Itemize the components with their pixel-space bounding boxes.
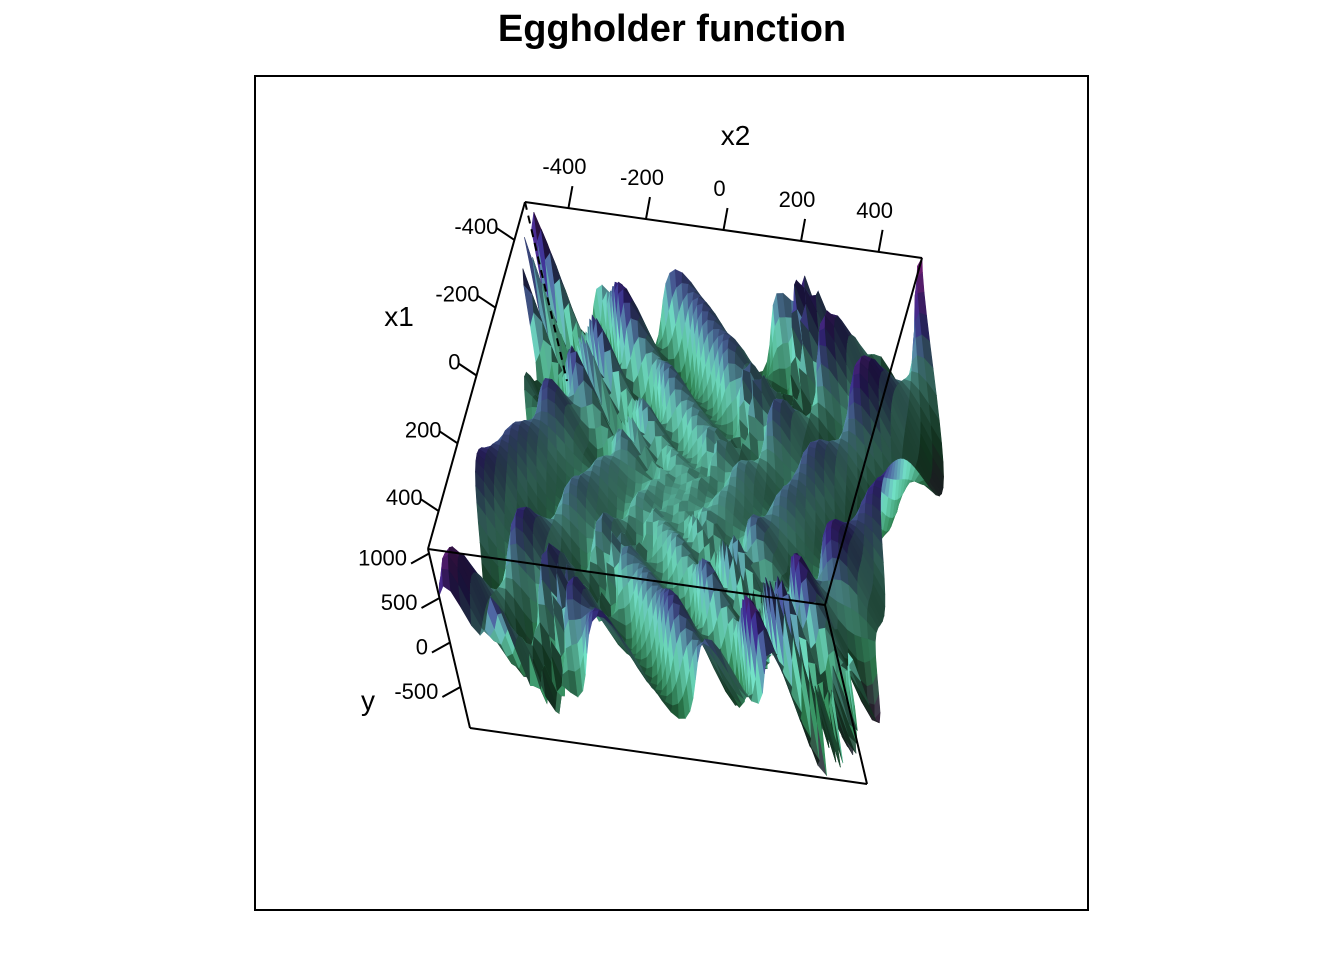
axis-tick bbox=[438, 430, 459, 445]
axis-tick bbox=[722, 207, 729, 231]
x2-axis-label: x2 bbox=[721, 120, 751, 151]
y-tick-label: 500 bbox=[381, 590, 418, 615]
plot-frame bbox=[254, 75, 1089, 911]
axes-layer: -400 -200 0 200 400 x2 -400 -200 0 200 400 x1 -500 0 5… bbox=[358, 120, 893, 716]
surface-facet bbox=[540, 398, 549, 414]
axis-tick bbox=[441, 686, 461, 698]
axis-tick bbox=[800, 218, 807, 242]
surface-mesh bbox=[438, 211, 944, 777]
y-axis-label: y bbox=[361, 685, 375, 716]
x2-tick-label: -200 bbox=[620, 165, 664, 190]
axis-tick bbox=[431, 641, 451, 654]
box-edge bbox=[824, 604, 868, 785]
axis-tick bbox=[476, 294, 497, 309]
axis-tick bbox=[420, 498, 440, 512]
surface-facet bbox=[853, 373, 861, 389]
x2-tick-label: 0 bbox=[713, 176, 725, 201]
axis-tick bbox=[457, 362, 478, 377]
axis-tick bbox=[410, 552, 430, 565]
box-edge bbox=[824, 257, 923, 606]
surface-facet bbox=[646, 521, 654, 537]
y-tick-label: -500 bbox=[394, 679, 438, 704]
x2-tick-label: 200 bbox=[779, 187, 816, 212]
box-edge bbox=[427, 548, 826, 606]
axis-tick bbox=[495, 227, 515, 241]
surface-facet bbox=[917, 291, 927, 317]
x1-tick-label: 400 bbox=[386, 485, 423, 510]
x2-tick-label: -400 bbox=[542, 154, 586, 179]
x1-tick-label: -400 bbox=[454, 214, 498, 239]
x1-tick-label: 0 bbox=[448, 350, 460, 375]
box-edge bbox=[469, 727, 868, 785]
x2-tick-label: 400 bbox=[856, 198, 893, 223]
box-edge-hidden bbox=[524, 201, 568, 382]
surface-facet bbox=[728, 363, 737, 383]
surface-facet bbox=[670, 703, 680, 720]
surface-facet bbox=[562, 492, 570, 507]
surface-facet bbox=[681, 272, 692, 285]
axis-tick bbox=[644, 196, 651, 220]
axis-tick bbox=[567, 185, 574, 209]
chart-title: Eggholder function bbox=[497, 8, 847, 50]
x1-axis-label: x1 bbox=[384, 301, 414, 332]
x1-tick-label: -200 bbox=[435, 282, 479, 307]
y-tick-label: 0 bbox=[416, 635, 428, 660]
axis-tick bbox=[421, 597, 440, 609]
surface-facet bbox=[566, 584, 574, 601]
x1-tick-label: 200 bbox=[405, 417, 442, 442]
axis-tick bbox=[877, 229, 884, 253]
box-edge bbox=[427, 548, 471, 729]
y-tick-label: 1000 bbox=[358, 545, 407, 570]
